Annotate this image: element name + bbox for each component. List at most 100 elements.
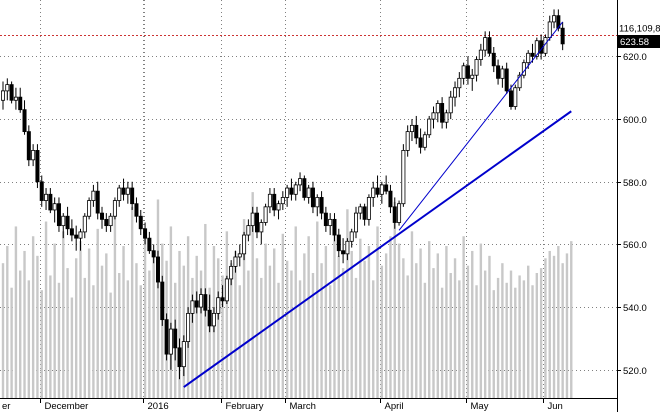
candle-up (242, 234, 247, 255)
candle-up (379, 184, 384, 195)
candle-down (130, 187, 135, 205)
volume-bar (354, 277, 358, 398)
x-axis-ticks: December 2016 February March April May Jun (40, 398, 563, 412)
candle-down (134, 203, 139, 217)
candle-up (358, 206, 363, 214)
volume-bar (221, 275, 224, 398)
candle-up (229, 265, 234, 280)
volume-bar (333, 231, 336, 398)
candle-down (203, 294, 208, 311)
volume-bar (247, 270, 250, 398)
volume-bar (199, 270, 203, 398)
volume-bar (449, 272, 452, 398)
candle-down (530, 52, 535, 57)
volume-bar (453, 258, 457, 398)
candle-up (457, 77, 462, 89)
volume-bar (126, 280, 130, 398)
candle-up (371, 187, 376, 198)
volume-bar (130, 206, 134, 398)
volume-bar (156, 199, 160, 398)
volume-bar (445, 246, 448, 398)
y-axis-ticks: 520.0 540.0 560.0 580.0 600.0 620.0 (617, 52, 647, 377)
volume-bar (522, 280, 526, 398)
volume-bar (402, 258, 405, 398)
x-tick-label: February (226, 401, 264, 412)
y-tick-label: 580.0 (623, 178, 647, 189)
volume-bar (492, 290, 495, 398)
volume-bar (135, 263, 138, 398)
volume-bar (328, 285, 332, 398)
volume-bar (496, 277, 500, 398)
candle-down (138, 215, 143, 230)
volume-bar (79, 241, 82, 398)
volume-bar (316, 221, 319, 398)
volume-bar (359, 238, 362, 398)
trendline (398, 21, 564, 231)
candle-up (409, 124, 414, 133)
candle-up (315, 197, 320, 208)
candle-down (177, 347, 182, 368)
volume-bar (363, 260, 366, 398)
volume-bar (113, 216, 117, 398)
volume-bars (1, 192, 573, 398)
volume-bar (298, 280, 302, 398)
volume-bar (6, 246, 9, 398)
volume-bar (367, 246, 371, 398)
volume-bar (294, 226, 297, 398)
candle-up (328, 218, 333, 227)
volume-bar (100, 265, 104, 398)
volume-bar (195, 255, 198, 398)
candle-down (100, 212, 105, 220)
candle-up (237, 253, 242, 258)
candle-down (9, 84, 14, 101)
volume-bar (397, 243, 401, 398)
candle-up (78, 231, 83, 239)
volume-bar (19, 270, 22, 398)
candle-down (104, 218, 109, 227)
volume-bar (475, 285, 478, 398)
candle-up (483, 37, 488, 51)
volume-bar (96, 228, 99, 398)
candle-down (362, 206, 367, 220)
candle-up (293, 184, 298, 195)
candle-up (345, 240, 350, 255)
volume-bar (36, 255, 39, 398)
candle-down (388, 190, 393, 208)
volume-readout-box (618, 22, 660, 34)
candle-up (276, 203, 281, 211)
volume-bar (10, 287, 13, 398)
candle-up (448, 96, 453, 114)
volume-bar (320, 263, 323, 398)
volume-bar (436, 253, 440, 398)
candle-down (319, 197, 324, 214)
volume-bar (552, 255, 556, 398)
volume-bar (518, 275, 521, 398)
volume-bar (277, 282, 280, 398)
volume-bar (561, 263, 564, 398)
candle-up (211, 312, 216, 327)
volume-bar (535, 272, 539, 398)
volume-bar (501, 263, 504, 398)
volume-bar (415, 263, 418, 398)
volume-bar (527, 265, 530, 398)
y-tick-label: 540.0 (623, 303, 647, 314)
candle-down (56, 203, 61, 227)
volume-bar (548, 250, 551, 398)
x-tick-label: April (385, 401, 404, 412)
candle-down (69, 228, 74, 236)
candle-up (349, 231, 354, 242)
volume-bar (505, 282, 508, 398)
volume-bar (14, 226, 18, 398)
candle-down (302, 178, 307, 198)
candle-down (39, 181, 44, 201)
candle-up (405, 131, 410, 151)
volume-bar (389, 236, 392, 398)
volume-bar (242, 219, 246, 398)
volume-bar (311, 272, 315, 398)
volume-bar (109, 292, 112, 398)
candle-down (22, 109, 27, 133)
candle-down (487, 37, 492, 54)
candle-up (87, 200, 92, 217)
volume-bar (264, 243, 267, 398)
candle-down (496, 65, 501, 79)
